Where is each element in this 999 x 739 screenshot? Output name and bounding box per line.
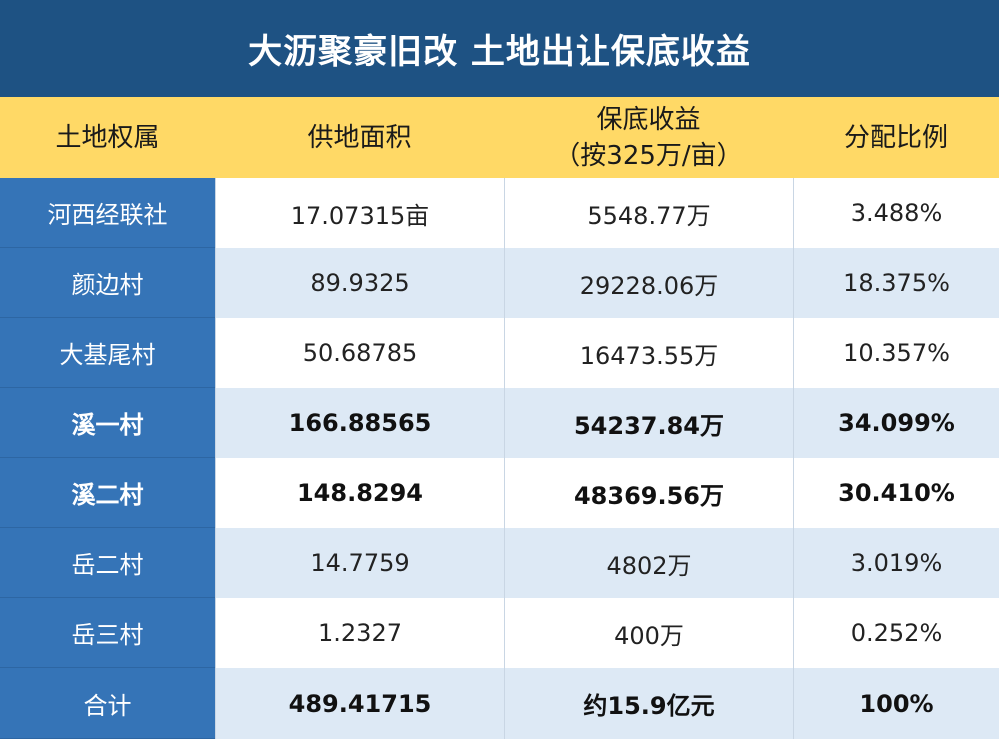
table-row: 溪二村 148.8294 48369.56万 30.410% bbox=[0, 458, 999, 528]
owner-cell: 合计 bbox=[0, 668, 215, 739]
table-row: 溪一村 166.88565 54237.84万 34.099% bbox=[0, 388, 999, 458]
header-income: 保底收益 （按325万/亩） bbox=[504, 97, 793, 178]
income-cell: 400万 bbox=[504, 598, 793, 668]
owner-cell: 岳二村 bbox=[0, 528, 215, 598]
income-cell: 5548.77万 bbox=[504, 178, 793, 248]
area-cell: 166.88565 bbox=[215, 388, 504, 458]
table-row: 大基尾村 50.68785 16473.55万 10.357% bbox=[0, 318, 999, 388]
income-cell: 54237.84万 bbox=[504, 388, 793, 458]
table-header: 土地权属 供地面积 保底收益 （按325万/亩） 分配比例 bbox=[0, 97, 999, 178]
table-row: 岳三村 1.2327 400万 0.252% bbox=[0, 598, 999, 668]
header-income-label: 保底收益 bbox=[596, 104, 701, 135]
table-row: 岳二村 14.7759 4802万 3.019% bbox=[0, 528, 999, 598]
ratio-cell: 0.252% bbox=[793, 598, 999, 668]
header-owner: 土地权属 bbox=[55, 122, 160, 153]
area-cell: 489.41715 bbox=[215, 668, 504, 739]
owner-cell: 溪二村 bbox=[0, 458, 215, 528]
page-title: 大沥聚豪旧改 土地出让保底收益 bbox=[0, 0, 999, 97]
table-row: 河西经联社 17.07315亩 5548.77万 3.488% bbox=[0, 178, 999, 248]
owner-cell: 河西经联社 bbox=[0, 178, 215, 248]
table-row: 颜边村 89.9325 29228.06万 18.375% bbox=[0, 248, 999, 318]
ratio-cell: 3.488% bbox=[793, 178, 999, 248]
income-cell: 29228.06万 bbox=[504, 248, 793, 318]
owner-cell: 岳三村 bbox=[0, 598, 215, 668]
header-ratio: 分配比例 bbox=[843, 122, 948, 153]
area-cell: 14.7759 bbox=[215, 528, 504, 598]
header-area: 供地面积 bbox=[307, 122, 412, 153]
ratio-cell: 10.357% bbox=[793, 318, 999, 388]
area-cell: 50.68785 bbox=[215, 318, 504, 388]
area-cell: 17.07315亩 bbox=[215, 178, 504, 248]
header-income-note: （按325万/亩） bbox=[554, 140, 743, 171]
owner-cell: 大基尾村 bbox=[0, 318, 215, 388]
area-cell: 89.9325 bbox=[215, 248, 504, 318]
owner-cell: 颜边村 bbox=[0, 248, 215, 318]
ratio-cell: 18.375% bbox=[793, 248, 999, 318]
income-cell: 约15.9亿元 bbox=[504, 668, 793, 739]
area-cell: 148.8294 bbox=[215, 458, 504, 528]
ratio-cell: 3.019% bbox=[793, 528, 999, 598]
ratio-cell: 100% bbox=[793, 668, 999, 739]
total-row: 合计 489.41715 约15.9亿元 100% bbox=[0, 668, 999, 739]
ratio-cell: 30.410% bbox=[793, 458, 999, 528]
area-cell: 1.2327 bbox=[215, 598, 504, 668]
ratio-cell: 34.099% bbox=[793, 388, 999, 458]
income-cell: 16473.55万 bbox=[504, 318, 793, 388]
income-cell: 48369.56万 bbox=[504, 458, 793, 528]
income-cell: 4802万 bbox=[504, 528, 793, 598]
owner-cell: 溪一村 bbox=[0, 388, 215, 458]
